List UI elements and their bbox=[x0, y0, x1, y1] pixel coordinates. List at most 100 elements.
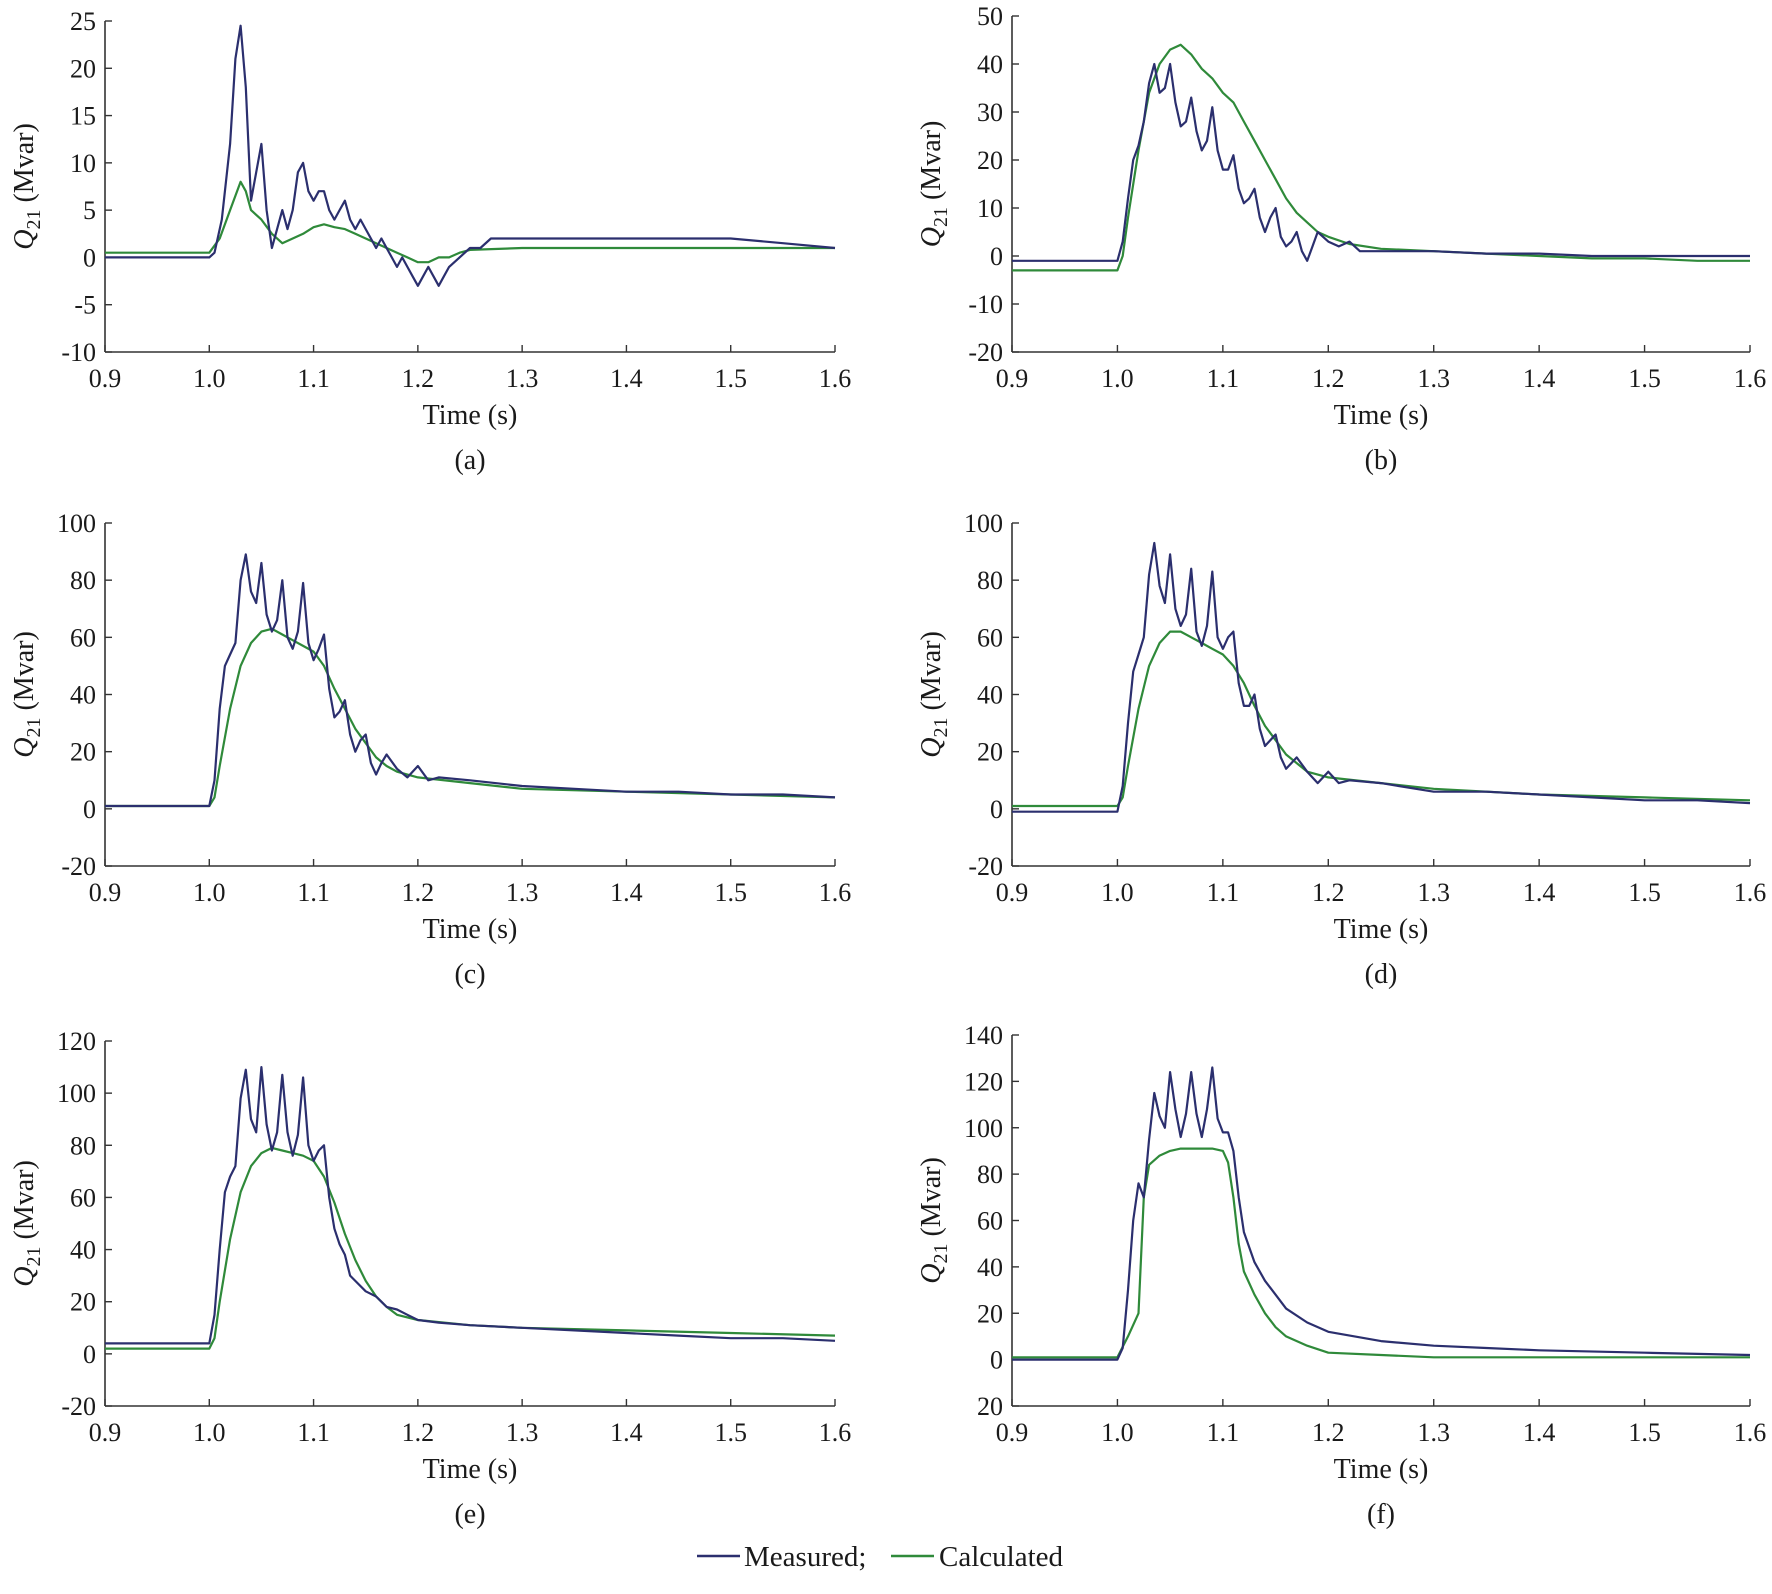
x-tick-label: 1.3 bbox=[506, 878, 539, 907]
x-axis-label: Time (s) bbox=[1334, 400, 1429, 431]
panel-label: (f) bbox=[1367, 1499, 1395, 1530]
y-tick-label: 50 bbox=[977, 2, 1003, 31]
y-tick-label: 0 bbox=[990, 795, 1003, 824]
x-tick-label: 1.3 bbox=[506, 1418, 539, 1447]
x-tick-label: 1.5 bbox=[1628, 878, 1661, 907]
x-tick-label: 1.2 bbox=[1312, 1418, 1345, 1447]
y-tick-label: 5 bbox=[83, 196, 96, 225]
panel-label: (a) bbox=[454, 445, 485, 476]
x-tick-label: 0.9 bbox=[89, 364, 122, 393]
x-tick-label: 1.1 bbox=[1207, 364, 1240, 393]
x-tick-label: 1.0 bbox=[193, 1418, 226, 1447]
y-tick-label: 30 bbox=[977, 98, 1003, 127]
x-axis-label: Time (s) bbox=[1334, 914, 1429, 945]
series-line-measured bbox=[1012, 1066, 1751, 1361]
y-tick-label: 25 bbox=[70, 7, 96, 36]
y-axis-label-unit: (Mvar) bbox=[916, 631, 947, 717]
x-axis-label: Time (s) bbox=[423, 914, 518, 945]
y-tick-label: 100 bbox=[57, 1079, 96, 1108]
y-axis-label-subscript: 21 bbox=[930, 718, 952, 738]
y-axis-label-symbol: Q bbox=[916, 1264, 947, 1284]
y-tick-label: 10 bbox=[70, 149, 96, 178]
y-tick-label: 20 bbox=[70, 738, 96, 767]
y-tick-label: 120 bbox=[964, 1067, 1003, 1096]
y-axis-label-symbol: Q bbox=[916, 227, 947, 247]
x-tick-label: 1.1 bbox=[297, 1418, 330, 1447]
x-axis-label: Time (s) bbox=[423, 400, 518, 431]
y-tick-label: 20 bbox=[977, 146, 1003, 175]
x-tick-label: 1.6 bbox=[1734, 878, 1767, 907]
series-line-calculated bbox=[1012, 1147, 1750, 1359]
y-tick-label: 60 bbox=[70, 1183, 96, 1212]
x-tick-label: 1.5 bbox=[1628, 1418, 1661, 1447]
x-tick-label: 1.4 bbox=[610, 364, 643, 393]
y-tick-label: 0 bbox=[990, 242, 1003, 271]
y-axis-label-symbol: Q bbox=[9, 738, 40, 758]
chart-panels: 0.9 1.0 1.1 1.2 1.3 1.4 1.5 1.6 -10 -5 0 5 10 15 20 25 T… bbox=[9, 2, 1766, 1530]
y-axis-label-unit: (Mvar) bbox=[916, 121, 947, 207]
x-tick-label: 0.9 bbox=[996, 1418, 1029, 1447]
x-tick-label: 1.3 bbox=[1417, 878, 1450, 907]
x-tick-label: 1.0 bbox=[1101, 364, 1134, 393]
y-axis-label: Q21 (Mvar) bbox=[916, 121, 952, 248]
y-tick-label: 60 bbox=[70, 623, 96, 652]
y-tick-label: 40 bbox=[977, 1253, 1003, 1282]
y-tick-label: 0 bbox=[990, 1346, 1003, 1375]
series-line-measured bbox=[105, 553, 836, 808]
y-axis-label: Q21 (Mvar) bbox=[9, 123, 45, 250]
y-tick-label: 10 bbox=[977, 194, 1003, 223]
y-tick-label: -5 bbox=[74, 291, 96, 320]
y-tick-label: 40 bbox=[977, 681, 1003, 710]
y-tick-label: 15 bbox=[70, 102, 96, 131]
y-tick-label: 20 bbox=[977, 1299, 1003, 1328]
y-tick-label: 80 bbox=[70, 566, 96, 595]
y-axis-label-symbol: Q bbox=[916, 738, 947, 758]
x-tick-label: 1.4 bbox=[1523, 364, 1556, 393]
x-tick-label: 1.1 bbox=[1207, 878, 1240, 907]
x-tick-label: 1.3 bbox=[1417, 1418, 1450, 1447]
y-axis-label-subscript: 21 bbox=[23, 210, 45, 230]
y-tick-label: 20 bbox=[70, 54, 96, 83]
y-tick-label: -20 bbox=[61, 852, 96, 881]
y-tick-label: 120 bbox=[57, 1027, 96, 1056]
series-line-measured bbox=[105, 1066, 836, 1345]
y-tick-label: -10 bbox=[61, 338, 96, 367]
y-tick-label: -20 bbox=[968, 338, 1003, 367]
y-tick-label: 100 bbox=[57, 509, 96, 538]
x-tick-label: 1.6 bbox=[819, 364, 852, 393]
x-tick-label: 1.0 bbox=[193, 878, 226, 907]
chart-panel: 0.9 1.0 1.1 1.2 1.3 1.4 1.5 1.6 -10 -5 0 5 10 15 20 25 T… bbox=[9, 7, 851, 476]
chart-panel: 0.9 1.0 1.1 1.2 1.3 1.4 1.5 1.6 -20 -10 0 10 20 30 40 5… bbox=[916, 2, 1766, 476]
y-tick-label: 100 bbox=[964, 1114, 1003, 1143]
x-tick-label: 1.4 bbox=[1523, 878, 1556, 907]
chart-panel: 0.9 1.0 1.1 1.2 1.3 1.4 1.5 1.6 -20 0 20 40 60 80 100 T… bbox=[916, 509, 1766, 990]
y-tick-label: 40 bbox=[70, 681, 96, 710]
series-line-measured bbox=[1012, 541, 1751, 813]
y-tick-label: 80 bbox=[977, 1160, 1003, 1189]
y-tick-label: 40 bbox=[70, 1236, 96, 1265]
y-axis-label-unit: (Mvar) bbox=[9, 123, 40, 209]
y-tick-label: 20 bbox=[70, 1288, 96, 1317]
x-tick-label: 1.4 bbox=[610, 1418, 643, 1447]
y-axis-label-unit: (Mvar) bbox=[9, 631, 40, 717]
x-tick-label: 1.1 bbox=[297, 364, 330, 393]
x-tick-label: 1.1 bbox=[297, 878, 330, 907]
series-line-measured bbox=[1012, 62, 1750, 262]
y-axis-label: Q21 (Mvar) bbox=[916, 1157, 952, 1284]
x-tick-label: 1.6 bbox=[819, 1418, 852, 1447]
x-tick-label: 1.5 bbox=[1628, 364, 1661, 393]
x-tick-label: 1.5 bbox=[714, 364, 747, 393]
x-tick-label: 1.2 bbox=[1312, 364, 1345, 393]
y-axis-label: Q21 (Mvar) bbox=[9, 1160, 45, 1287]
x-tick-label: 0.9 bbox=[996, 878, 1029, 907]
legend: Measured; Calculated bbox=[697, 1541, 1064, 1573]
x-tick-label: 1.2 bbox=[1312, 878, 1345, 907]
series-line-calculated bbox=[105, 180, 835, 264]
x-tick-label: 1.6 bbox=[819, 878, 852, 907]
y-tick-label: 0 bbox=[83, 243, 96, 272]
y-tick-label: 100 bbox=[964, 509, 1003, 538]
y-tick-label: 20 bbox=[977, 738, 1003, 767]
x-axis-label: Time (s) bbox=[1334, 1454, 1429, 1485]
chart-panel: 0.9 1.0 1.1 1.2 1.3 1.4 1.5 1.6 -20 0 20 40 60 80 100 1… bbox=[9, 1027, 851, 1530]
